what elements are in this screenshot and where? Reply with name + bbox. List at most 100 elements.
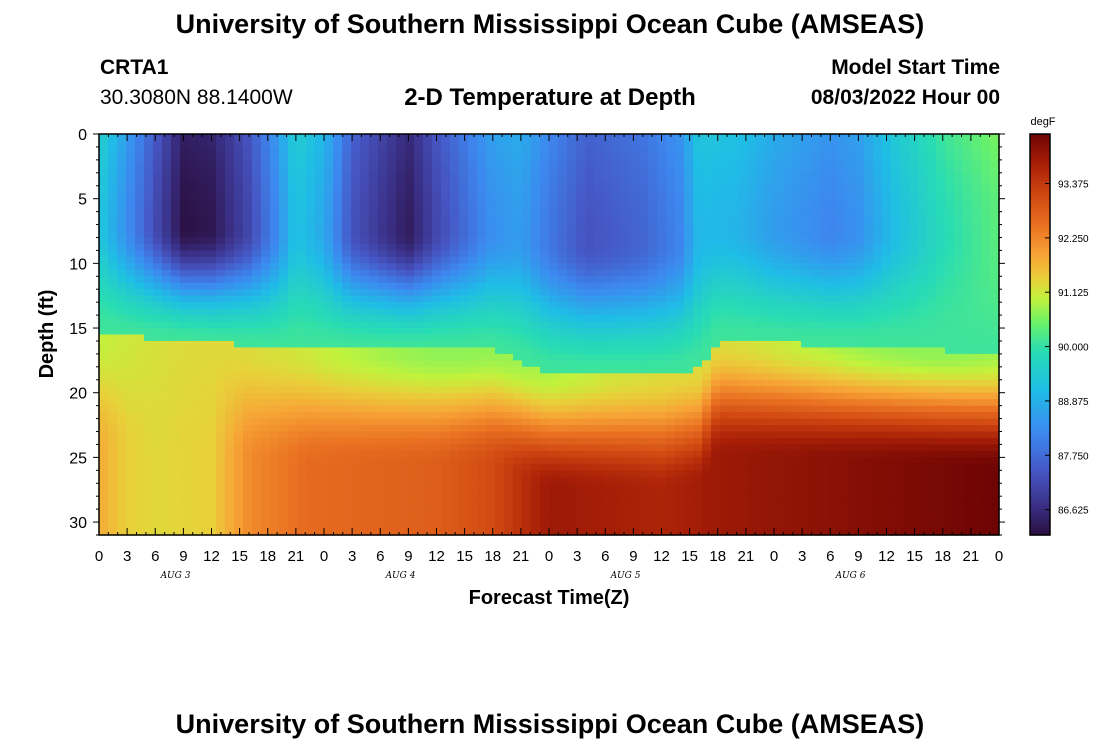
heatmap-cell <box>945 379 955 387</box>
heatmap-cell <box>153 224 163 232</box>
heatmap-cell <box>117 295 127 303</box>
heatmap-cell <box>819 405 829 413</box>
heatmap-cell <box>144 269 154 277</box>
heatmap-cell <box>594 224 604 232</box>
heatmap-cell <box>900 263 910 271</box>
heatmap-cell <box>675 315 685 323</box>
heatmap-cell <box>954 224 964 232</box>
heatmap-cell <box>900 153 910 161</box>
heatmap-cell <box>594 282 604 290</box>
heatmap-cell <box>774 386 784 394</box>
heatmap-cell <box>864 302 874 310</box>
heatmap-cell <box>900 450 910 458</box>
heatmap-cell <box>945 159 955 167</box>
heatmap-cell <box>864 308 874 316</box>
heatmap-cell <box>540 302 550 310</box>
heatmap-cell <box>990 172 1000 180</box>
heatmap-cell <box>621 315 631 323</box>
heatmap-cell <box>900 379 910 387</box>
heatmap-cell <box>963 379 973 387</box>
heatmap-cell <box>198 295 208 303</box>
heatmap-cell <box>846 315 856 323</box>
heatmap-cell <box>351 243 361 252</box>
heatmap-cell <box>225 431 235 439</box>
heatmap-cell <box>558 353 568 361</box>
heatmap-cell <box>729 198 739 206</box>
heatmap-cell <box>729 347 739 355</box>
heatmap-cell <box>108 211 118 219</box>
heatmap-cell <box>342 256 352 264</box>
heatmap-cell <box>576 340 586 349</box>
heatmap-cell <box>594 321 604 329</box>
heatmap-cell <box>117 334 127 342</box>
heatmap-cell <box>900 353 910 361</box>
heatmap-cell <box>369 185 379 193</box>
heatmap-cell <box>837 243 847 252</box>
heatmap-cell <box>189 172 199 180</box>
heatmap-cell <box>900 425 910 433</box>
heatmap-cell <box>99 425 109 433</box>
heatmap-cell <box>621 218 631 226</box>
heatmap-cell <box>324 340 334 349</box>
heatmap-cell <box>180 211 190 219</box>
heatmap-cell <box>252 185 262 193</box>
heatmap-cell <box>738 392 748 400</box>
heatmap-cell <box>351 166 361 174</box>
heatmap-cell <box>504 431 514 439</box>
heatmap-cell <box>585 269 595 277</box>
heatmap-cell <box>837 218 847 226</box>
heatmap-cell <box>396 437 406 446</box>
heatmap-cell <box>441 437 451 446</box>
heatmap-cell <box>135 418 145 426</box>
heatmap-cell <box>666 450 676 458</box>
heatmap-cell <box>585 321 595 329</box>
heatmap-cell <box>189 399 199 407</box>
heatmap-cell <box>225 328 235 336</box>
heatmap-cell <box>738 224 748 232</box>
heatmap-cell <box>873 425 883 433</box>
heatmap-cell <box>810 425 820 433</box>
heatmap-cell <box>531 418 541 426</box>
heatmap-cell <box>918 231 928 239</box>
heatmap-cell <box>207 218 217 226</box>
heatmap-cell <box>315 282 325 290</box>
heatmap-cell <box>423 360 433 368</box>
heatmap-cell <box>108 392 118 400</box>
heatmap-cell <box>693 231 703 239</box>
heatmap-cell <box>783 334 793 342</box>
heatmap-cell <box>414 269 424 277</box>
heatmap-cell <box>630 340 640 349</box>
heatmap-cell <box>819 224 829 232</box>
heatmap-cell <box>405 243 415 252</box>
heatmap-cell <box>738 308 748 316</box>
heatmap-cell <box>819 450 829 458</box>
heatmap-cell <box>765 289 775 297</box>
heatmap-cell <box>468 302 478 310</box>
heatmap-cell <box>108 263 118 271</box>
heatmap-cell <box>549 269 559 277</box>
heatmap-cell <box>855 366 865 374</box>
heatmap-cell <box>846 334 856 342</box>
heatmap-cell <box>918 237 928 245</box>
heatmap-cell <box>513 437 523 446</box>
heatmap-cell <box>747 224 757 232</box>
heatmap-cell <box>144 192 154 200</box>
heatmap-cell <box>837 269 847 277</box>
heatmap-cell <box>99 205 109 213</box>
heatmap-cell <box>927 276 937 284</box>
heatmap-cell <box>828 224 838 232</box>
heatmap-cell <box>603 185 613 193</box>
heatmap-cell <box>405 373 415 381</box>
heatmap-cell <box>585 224 595 232</box>
heatmap-cell <box>414 218 424 226</box>
heatmap-cell <box>198 237 208 245</box>
heatmap-cell <box>324 353 334 361</box>
heatmap-cell <box>675 340 685 349</box>
heatmap-cell <box>504 386 514 394</box>
heatmap-cell <box>945 276 955 284</box>
heatmap-cell <box>873 302 883 310</box>
heatmap-cell <box>477 295 487 303</box>
heatmap-cell <box>360 295 370 303</box>
heatmap-cell <box>621 269 631 277</box>
heatmap-cell <box>873 237 883 245</box>
